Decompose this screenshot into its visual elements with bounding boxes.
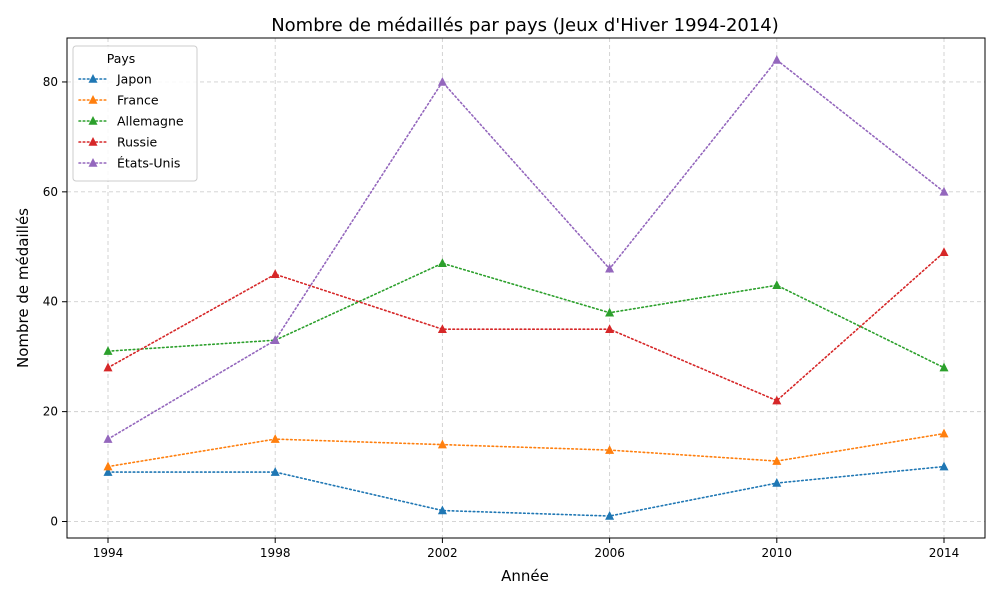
series-2 (103, 258, 949, 372)
series-1 (103, 428, 949, 471)
data-point (270, 467, 280, 476)
legend-marker (88, 158, 98, 167)
data-point (772, 280, 782, 290)
chart-title: Nombre de médaillés par pays (Jeux d'Hiv… (271, 15, 779, 36)
x-tick-label: 2010 (762, 546, 793, 560)
legend-label: Russie (117, 135, 158, 150)
data-point (103, 467, 113, 476)
axis-ticks: 1994 1998 2002 2006 2010 2014 0 20 40 60 80 (43, 75, 960, 560)
legend-item: Allemagne (78, 114, 184, 129)
plot-frame (66, 37, 986, 539)
data-point (772, 456, 782, 465)
data-point (437, 324, 447, 333)
data-point (605, 307, 615, 317)
x-axis-label: Année (501, 567, 549, 585)
legend: Pays Japon France Allemagne Russie États-Unis (72, 45, 198, 182)
legend-item: France (78, 93, 159, 108)
x-tick-label: 2002 (427, 546, 458, 560)
legend-item: Japon (78, 72, 152, 87)
series-layer (103, 54, 949, 520)
legend-item: Russie (78, 135, 158, 150)
legend-label: États-Unis (117, 156, 180, 171)
grid (67, 38, 985, 538)
data-point (605, 324, 615, 333)
legend-label: Allemagne (117, 114, 184, 129)
series-line (107, 251, 945, 402)
x-tick-label: 1998 (260, 546, 291, 560)
y-tick-label: 40 (43, 295, 58, 309)
data-point (772, 478, 782, 487)
data-point (103, 461, 113, 471)
data-point (270, 335, 280, 344)
data-point (939, 461, 949, 471)
data-point (605, 445, 615, 454)
data-point (605, 511, 615, 520)
y-axis-label: Nombre de médaillés (14, 208, 32, 368)
data-point (270, 434, 280, 443)
y-tick-label: 60 (43, 185, 58, 199)
data-point (103, 434, 113, 443)
data-point (939, 247, 949, 257)
legend-marker (88, 137, 98, 146)
data-point (437, 258, 447, 268)
data-point (103, 362, 113, 372)
y-tick-label: 20 (43, 405, 58, 419)
series-3 (103, 247, 949, 405)
legend-marker (88, 74, 98, 83)
series-line (107, 58, 945, 440)
data-point (939, 362, 949, 372)
series-line (107, 262, 945, 369)
series-0 (103, 461, 949, 520)
data-point (939, 186, 949, 196)
x-tick-label: 2006 (594, 546, 625, 560)
data-point (437, 439, 447, 449)
x-tick-label: 2014 (929, 546, 960, 560)
data-point (437, 76, 447, 86)
legend-label: France (117, 93, 159, 108)
data-point (772, 395, 782, 405)
data-point (437, 505, 447, 515)
x-tick-label: 1994 (93, 546, 124, 560)
series-line (107, 432, 945, 468)
y-tick-label: 0 (50, 515, 58, 529)
data-point (939, 428, 949, 438)
y-tick-label: 80 (43, 75, 58, 89)
series-4 (103, 54, 949, 443)
legend-marker (88, 95, 98, 104)
legend-label: Japon (116, 72, 152, 87)
data-point (605, 263, 615, 273)
series-line (107, 465, 945, 517)
data-point (103, 346, 113, 355)
data-point (772, 54, 782, 64)
data-point (270, 269, 280, 279)
legend-item: États-Unis (78, 156, 180, 171)
legend-title: Pays (107, 51, 136, 66)
legend-marker (88, 116, 98, 125)
